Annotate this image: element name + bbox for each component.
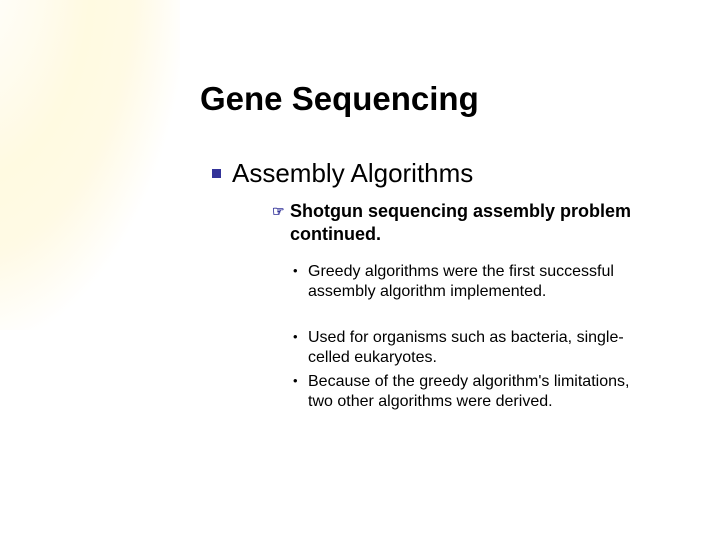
level3-item: • Because of the greedy algorithm's limi… bbox=[308, 372, 658, 413]
level2-item: ☞ Shotgun sequencing assembly problem co… bbox=[290, 200, 650, 246]
dot-bullet-icon: • bbox=[293, 263, 298, 278]
level3-item: • Used for organisms such as bacteria, s… bbox=[308, 328, 658, 369]
square-bullet-icon bbox=[212, 169, 221, 178]
level3-text: Greedy algorithms were the first success… bbox=[308, 263, 614, 300]
level1-item: Assembly Algorithms bbox=[232, 158, 473, 189]
dot-bullet-icon: • bbox=[293, 373, 298, 388]
level2-text: Shotgun sequencing assembly problem cont… bbox=[290, 201, 631, 244]
level3-text: Because of the greedy algorithm's limita… bbox=[308, 373, 629, 410]
level3-text: Used for organisms such as bacteria, sin… bbox=[308, 329, 624, 366]
dot-bullet-icon: • bbox=[293, 329, 298, 344]
title-text: Gene Sequencing bbox=[200, 80, 479, 117]
level3-item: • Greedy algorithms were the first succe… bbox=[308, 262, 658, 303]
slide-title: Gene Sequencing bbox=[200, 80, 479, 118]
level1-text: Assembly Algorithms bbox=[232, 158, 473, 188]
slide-content: Gene Sequencing Assembly Algorithms ☞ Sh… bbox=[0, 0, 720, 540]
pointer-bullet-icon: ☞ bbox=[272, 203, 285, 220]
